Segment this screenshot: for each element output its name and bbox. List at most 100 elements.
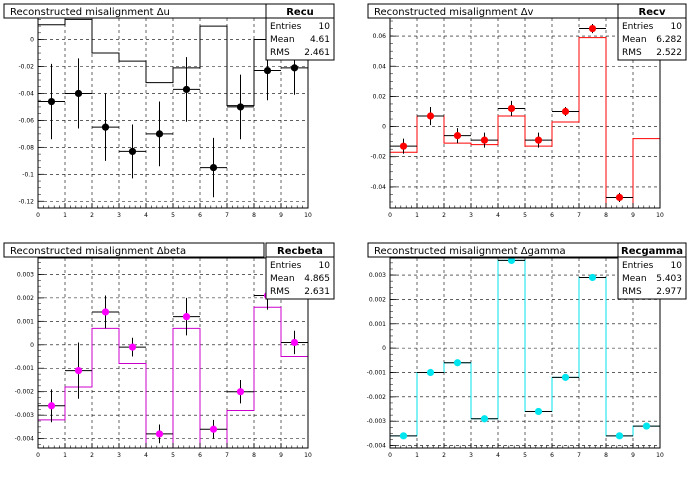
data-point [417,368,444,377]
data-point [281,330,308,355]
data-point [525,132,552,148]
stats-value: 2.522 [656,48,682,58]
stats-label: RMS [270,287,290,297]
stats-value: 10 [671,22,683,32]
chart-panel-3: 0 1 2 3 4 5 6 7 8 9 10 0.003 0.002 0.001 0 -0.001 -0.002… [3,242,335,459]
y-tick-label: -0.003 [367,418,387,425]
data-marker [615,432,624,440]
data-marker [128,147,137,156]
data-marker [155,430,164,438]
data-point [173,57,200,122]
x-tick-label: 7 [577,212,581,219]
y-tick-label: -0.02 [370,154,386,161]
stats-box [265,242,335,300]
data-marker [399,432,408,440]
data-point [444,128,471,144]
y-tick-label: 0.002 [369,296,386,303]
data-marker [399,142,408,150]
data-marker [290,64,299,72]
x-tick-label: 3 [117,212,121,219]
chart-title: Reconstructed misalignment Δbeta [10,246,186,257]
data-point [92,295,119,329]
x-tick-label: 4 [144,212,148,219]
x-tick-label: 4 [496,452,500,459]
chart-title: Reconstructed misalignment Δgamma [374,246,566,257]
y-tick-label: 0.001 [369,321,386,328]
data-point [227,379,254,404]
stats-name: Recbeta [277,246,323,257]
stats-label: Mean [270,35,295,45]
x-tick-label: 2 [90,212,94,219]
x-tick-label: 1 [63,212,67,219]
data-point [227,74,254,140]
x-tick-label: 3 [469,212,473,219]
x-tick-label: 2 [442,212,446,219]
data-marker [561,373,570,381]
x-tick-label: 1 [415,212,419,219]
y-tick-label: -0.001 [367,369,387,376]
data-marker [480,415,489,423]
data-marker [453,132,462,140]
x-tick-label: 0 [388,212,392,219]
x-tick-label: 9 [631,452,635,459]
stats-box [617,242,687,300]
data-point [146,101,173,167]
y-tick-label: 0 [382,124,386,131]
data-point [552,373,579,381]
stats-label: RMS [622,287,642,297]
x-tick-label: 5 [523,452,527,459]
x-tick-label: 8 [252,452,256,459]
stats-value: 2.631 [304,287,330,297]
y-tick-label: -0.002 [367,394,387,401]
data-point [633,422,660,430]
data-marker [182,85,191,94]
x-tick-label: 6 [550,452,554,459]
y-tick-label: 0.02 [373,93,387,100]
data-marker [155,130,164,138]
data-marker [534,407,543,416]
data-marker [236,103,245,111]
data-point [579,24,606,34]
data-point [146,424,173,444]
x-tick-label: 1 [63,452,67,459]
data-marker [182,313,191,321]
chart-title: Reconstructed misalignment Δu [10,7,170,18]
data-point [471,132,498,148]
stats-name: Recu [286,7,314,18]
y-tick-label: -0.004 [367,443,387,450]
stats-value: 6.282 [656,35,682,45]
data-marker [615,193,624,202]
stats-label: Entries [622,22,654,32]
stats-name: Recv [639,7,666,18]
data-point [525,407,552,416]
data-marker [209,425,218,433]
stats-label: Entries [270,22,302,32]
x-tick-label: 10 [656,452,664,459]
stats-value: 2.461 [304,48,330,58]
data-point [606,192,633,202]
x-tick-label: 8 [604,452,608,459]
x-tick-label: 0 [36,452,40,459]
stats-value: 4.61 [310,35,330,45]
x-tick-label: 2 [442,452,446,459]
x-tick-label: 8 [252,212,256,219]
y-tick-label: -0.003 [15,412,35,419]
x-tick-label: 3 [469,452,473,459]
y-tick-label: -0.02 [18,64,34,71]
stats-label: Mean [270,274,295,284]
stats-value: 2.977 [656,287,682,297]
x-tick-label: 3 [117,452,121,459]
data-marker [74,366,83,375]
x-tick-label: 6 [198,212,202,219]
x-tick-label: 4 [496,212,500,219]
data-point [92,93,119,161]
y-tick-label: 0 [30,342,34,349]
stats-value: 10 [319,261,331,271]
data-point [65,58,92,129]
y-tick-label: 0.002 [17,295,34,302]
y-tick-label: 0.06 [373,33,387,40]
x-tick-label: 7 [577,452,581,459]
y-tick-label: -0.1 [22,171,34,178]
data-marker [588,24,597,33]
x-tick-label: 0 [36,212,40,219]
